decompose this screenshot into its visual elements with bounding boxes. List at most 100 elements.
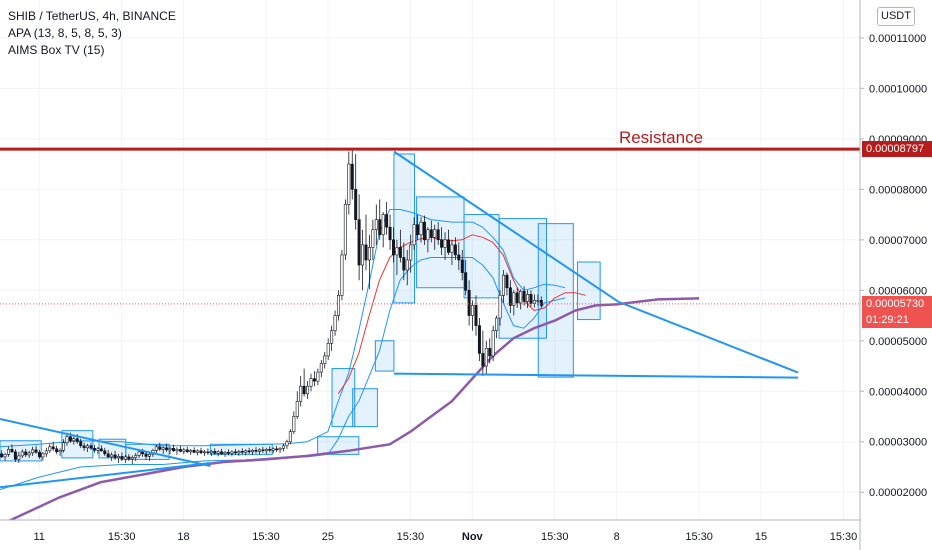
candle bbox=[292, 411, 296, 435]
candle bbox=[120, 452, 124, 461]
candle bbox=[158, 442, 162, 451]
candle-body bbox=[336, 295, 341, 316]
candle bbox=[99, 445, 103, 452]
candle-body bbox=[515, 292, 519, 304]
candle-body bbox=[412, 224, 416, 246]
candle bbox=[199, 447, 203, 454]
candle-body bbox=[106, 453, 110, 458]
candle-body bbox=[230, 451, 234, 454]
time-tick-label: 25 bbox=[322, 531, 334, 543]
candle-body bbox=[144, 453, 148, 457]
candle bbox=[412, 217, 416, 250]
candle bbox=[443, 232, 447, 260]
candle bbox=[227, 449, 231, 456]
aims-box bbox=[393, 153, 416, 304]
candle bbox=[0, 450, 4, 458]
candle-body bbox=[398, 247, 402, 258]
candle bbox=[13, 449, 17, 462]
candle-body bbox=[471, 305, 475, 316]
candle bbox=[44, 447, 48, 457]
candle bbox=[168, 446, 172, 454]
candle bbox=[185, 446, 189, 453]
candle bbox=[398, 229, 402, 263]
candle bbox=[182, 447, 186, 455]
candle-body bbox=[416, 224, 420, 236]
candle bbox=[464, 260, 468, 296]
candle-body bbox=[319, 363, 323, 373]
candle-body bbox=[526, 294, 530, 302]
candle bbox=[433, 224, 437, 250]
candle-body bbox=[422, 221, 426, 241]
candle-body bbox=[275, 448, 279, 451]
indicator-aims[interactable]: AIMS Box TV (15) bbox=[8, 43, 105, 57]
candle-body bbox=[134, 455, 138, 458]
indicator-apa[interactable]: APA (13, 8, 5, 8, 5, 3) bbox=[8, 26, 122, 40]
candle-body bbox=[295, 401, 299, 417]
countdown-tag: 01:29:21 bbox=[862, 311, 932, 328]
candle bbox=[7, 446, 11, 457]
candle bbox=[10, 444, 14, 453]
candle bbox=[113, 450, 117, 460]
candle-body bbox=[147, 454, 151, 457]
candle bbox=[172, 444, 176, 452]
candle-body bbox=[429, 229, 433, 238]
time-tick-label: 15:30 bbox=[108, 531, 136, 543]
candle-body bbox=[103, 450, 107, 455]
candle-body bbox=[196, 450, 200, 453]
resistance-price-tag: 0.00008797 bbox=[862, 141, 932, 158]
candle bbox=[288, 429, 292, 445]
candle bbox=[196, 449, 200, 456]
time-tick-label: 15:30 bbox=[830, 531, 858, 543]
candle bbox=[137, 449, 141, 458]
candle bbox=[299, 376, 303, 407]
candle bbox=[79, 438, 83, 448]
candle-body bbox=[519, 291, 523, 304]
candle-body bbox=[213, 451, 217, 454]
candle bbox=[213, 448, 217, 455]
candle-body bbox=[254, 450, 258, 452]
candle-body bbox=[436, 229, 440, 241]
candle-body bbox=[474, 305, 478, 326]
candle-body bbox=[381, 214, 385, 236]
price-tick-label: 0.00008000 bbox=[869, 184, 927, 196]
candle bbox=[450, 239, 454, 266]
candle bbox=[453, 237, 457, 260]
candle-body bbox=[261, 449, 265, 452]
aims-box bbox=[576, 261, 601, 321]
candle-body bbox=[457, 254, 461, 261]
candle bbox=[402, 242, 406, 281]
candle-body bbox=[34, 449, 38, 453]
candle-body bbox=[288, 431, 292, 443]
candle bbox=[446, 229, 450, 255]
candle-body bbox=[271, 448, 275, 451]
candle bbox=[481, 330, 485, 377]
candle-body bbox=[357, 219, 361, 266]
candle bbox=[110, 452, 114, 461]
candle bbox=[254, 447, 258, 454]
candle bbox=[103, 447, 107, 456]
candle bbox=[106, 449, 110, 458]
candle-body bbox=[48, 446, 52, 452]
aims-box bbox=[374, 340, 395, 372]
candle-body bbox=[240, 451, 244, 453]
candle-body bbox=[13, 451, 17, 460]
candle-body bbox=[395, 247, 399, 256]
candle-body bbox=[7, 449, 11, 455]
resistance-label: Resistance bbox=[619, 128, 703, 147]
candle-body bbox=[3, 454, 7, 458]
symbol-title[interactable]: SHIB / TetherUS, 4h, BINANCE bbox=[8, 9, 176, 23]
candle-body bbox=[278, 448, 282, 451]
candle-body bbox=[223, 452, 227, 455]
candle bbox=[381, 212, 385, 248]
candle-body bbox=[75, 438, 79, 443]
candle bbox=[364, 214, 368, 271]
candle-body bbox=[37, 452, 41, 458]
candle bbox=[165, 443, 169, 452]
candle bbox=[498, 290, 502, 326]
candle bbox=[27, 450, 31, 458]
candle bbox=[55, 445, 59, 454]
candle-body bbox=[20, 451, 24, 457]
candle-body bbox=[110, 454, 114, 458]
currency-button[interactable]: USDT bbox=[877, 7, 915, 26]
